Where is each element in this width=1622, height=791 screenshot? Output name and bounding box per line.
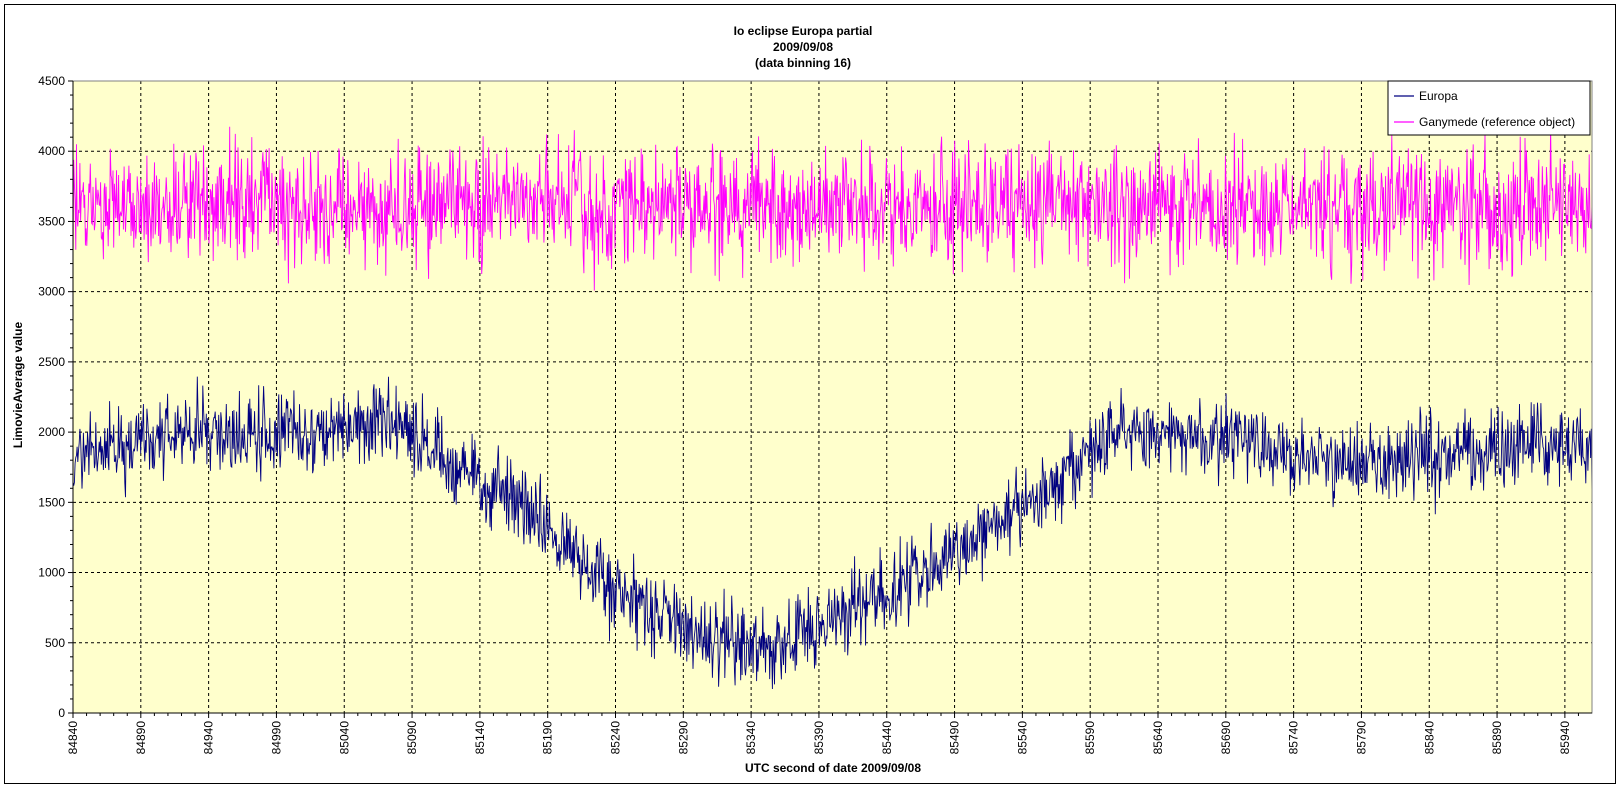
series-line-europa	[72, 376, 1593, 690]
x-tick-label-20: 85840	[1422, 721, 1436, 755]
y-tick-label-8: 4000	[38, 144, 65, 158]
x-tick-label-4: 85040	[337, 721, 351, 755]
chart-title-line-3: (data binning 16)	[755, 56, 851, 70]
x-tick-label-8: 85240	[609, 721, 623, 755]
x-tick-label-10: 85340	[744, 721, 758, 755]
y-tick-label-9: 4500	[38, 74, 65, 88]
x-tick-label-7: 85190	[541, 721, 555, 755]
chart-title-line-1: Io eclipse Europa partial	[734, 24, 873, 38]
chart-title-line-2: 2009/09/08	[773, 40, 833, 54]
y-tick-label-7: 3500	[38, 214, 65, 228]
x-tick-label-21: 85890	[1490, 721, 1504, 755]
chart-title: Io eclipse Europa partial 2009/09/08 (da…	[734, 24, 873, 70]
x-tick-label-14: 85540	[1015, 721, 1029, 755]
x-tick-label-3: 84990	[269, 721, 283, 755]
y-tick-label-0: 0	[58, 706, 65, 720]
x-tick-label-2: 84940	[202, 721, 216, 755]
x-tick-label-11: 85390	[812, 721, 826, 755]
x-tick-label-19: 85790	[1354, 721, 1368, 755]
series-layer	[72, 123, 1593, 690]
y-tick-label-4: 2000	[38, 425, 65, 439]
y-tick-label-3: 1500	[38, 495, 65, 509]
x-tick-label-13: 85490	[948, 721, 962, 755]
legend-label-ganymede: Ganymede (reference object)	[1419, 115, 1575, 129]
legend-box	[1387, 80, 1591, 136]
x-tick-label-18: 85740	[1287, 721, 1301, 755]
x-axis-title: UTC second of date 2009/09/08	[745, 761, 921, 775]
x-tick-label-12: 85440	[880, 721, 894, 755]
x-tick-label-1: 84890	[134, 721, 148, 755]
x-axis: 84840 84890 84940 84990 85040 85090 85140 85190…	[66, 712, 1592, 755]
x-tick-label-0: 84840	[66, 721, 80, 755]
y-tick-label-2: 1000	[38, 566, 65, 580]
y-tick-label-6: 3000	[38, 285, 65, 299]
y-tick-label-1: 500	[45, 636, 65, 650]
legend-label-europa: Europa	[1419, 89, 1458, 103]
legend: Europa Ganymede (reference object)	[1387, 80, 1591, 136]
x-tick-label-22: 85940	[1558, 721, 1572, 755]
x-tick-label-6: 85140	[473, 721, 487, 755]
y-axis-title: LimovieAverage value	[11, 322, 25, 449]
x-tick-label-15: 85590	[1083, 721, 1097, 755]
x-tick-label-9: 85290	[676, 721, 690, 755]
x-tick-label-5: 85090	[405, 721, 419, 755]
series-line-ganymede	[72, 123, 1593, 291]
y-axis: 0 500 1000 1500 2000 2500 3000 3500 4000 4500	[38, 74, 74, 720]
y-tick-label-5: 2500	[38, 355, 65, 369]
x-tick-label-16: 85640	[1151, 721, 1165, 755]
x-tick-label-17: 85690	[1219, 721, 1233, 755]
